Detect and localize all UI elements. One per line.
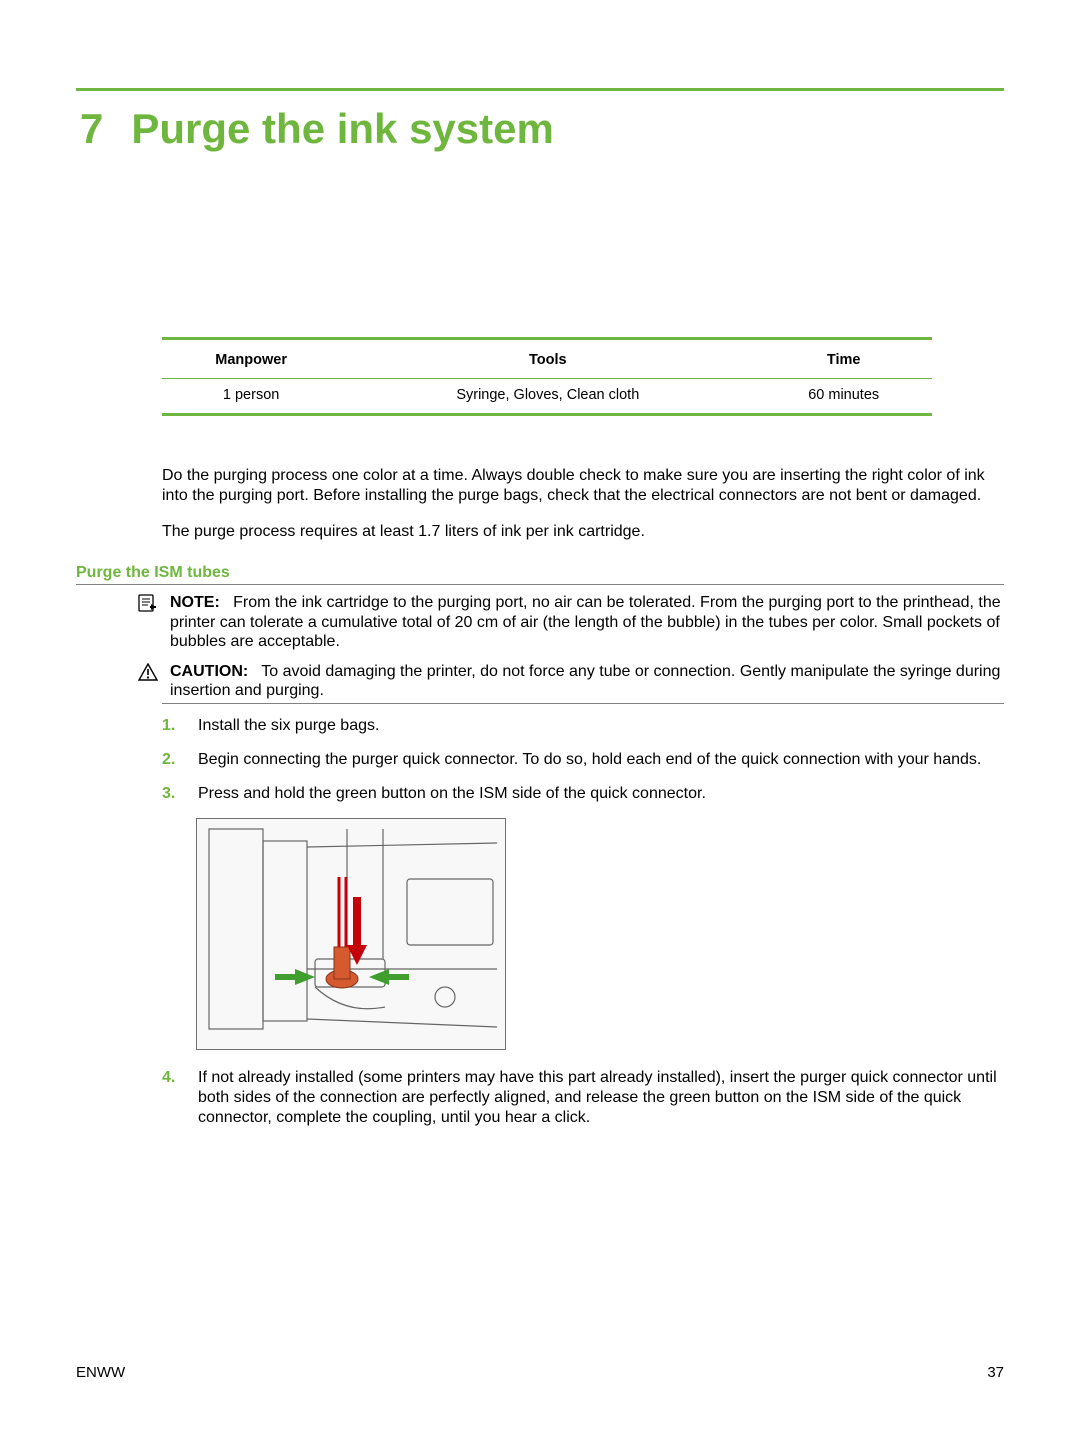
intro-p1: Do the purging process one color at a ti… xyxy=(162,466,1004,506)
footer-left: ENWW xyxy=(76,1364,125,1381)
intro-text: Do the purging process one color at a ti… xyxy=(162,466,1004,542)
top-rule xyxy=(76,88,1004,91)
note-text: From the ink cartridge to the purging po… xyxy=(170,594,1001,650)
note-label: NOTE: xyxy=(170,594,220,611)
chapter-title: Purge the ink system xyxy=(131,105,553,153)
step-2: 2. Begin connecting the purger quick con… xyxy=(162,750,1004,770)
caution-text: To avoid damaging the printer, do not fo… xyxy=(170,663,1000,700)
caution-label: CAUTION: xyxy=(170,663,248,680)
note-callout: NOTE: From the ink cartridge to the purg… xyxy=(138,593,1004,652)
step3-illustration xyxy=(196,818,506,1050)
caution-rule xyxy=(162,703,1004,704)
steps-list: 1. Install the six purge bags. 2. Begin … xyxy=(162,716,1004,804)
requirements-table: Manpower Tools Time 1 person Syringe, Gl… xyxy=(162,337,932,416)
steps-list-cont: 4. If not already installed (some printe… xyxy=(162,1068,1004,1128)
step-text: Begin connecting the purger quick connec… xyxy=(198,750,1004,770)
step-3: 3. Press and hold the green button on th… xyxy=(162,784,1004,804)
step-num: 4. xyxy=(162,1068,180,1128)
chapter-heading: 7 Purge the ink system xyxy=(76,105,1004,153)
note-icon xyxy=(138,599,158,616)
cell-manpower: 1 person xyxy=(162,379,340,415)
step-num: 2. xyxy=(162,750,180,770)
cell-time: 60 minutes xyxy=(755,379,932,415)
step-1: 1. Install the six purge bags. xyxy=(162,716,1004,736)
col-time: Time xyxy=(755,339,932,379)
section-title: Purge the ISM tubes xyxy=(76,564,1004,585)
step-text: If not already installed (some printers … xyxy=(198,1068,1004,1128)
step-4: 4. If not already installed (some printe… xyxy=(162,1068,1004,1128)
caution-callout: CAUTION: To avoid damaging the printer, … xyxy=(138,662,1004,701)
table-header-row: Manpower Tools Time xyxy=(162,339,932,379)
intro-p2: The purge process requires at least 1.7 … xyxy=(162,522,1004,542)
table-row: 1 person Syringe, Gloves, Clean cloth 60… xyxy=(162,379,932,415)
footer-page-number: 37 xyxy=(987,1364,1004,1381)
caution-icon xyxy=(138,668,158,685)
step-num: 3. xyxy=(162,784,180,804)
col-manpower: Manpower xyxy=(162,339,340,379)
step-num: 1. xyxy=(162,716,180,736)
col-tools: Tools xyxy=(340,339,755,379)
step-text: Install the six purge bags. xyxy=(198,716,1004,736)
page-footer: ENWW 37 xyxy=(76,1364,1004,1381)
cell-tools: Syringe, Gloves, Clean cloth xyxy=(340,379,755,415)
chapter-number: 7 xyxy=(80,105,103,153)
step-text: Press and hold the green button on the I… xyxy=(198,784,1004,804)
